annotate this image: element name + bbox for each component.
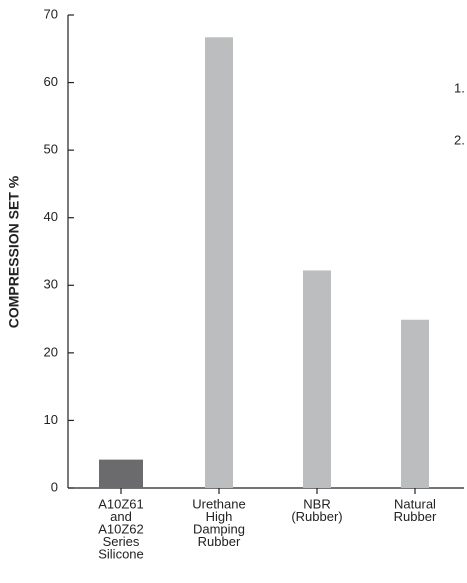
x-tick-label: Silicone — [98, 546, 144, 561]
x-tick-label: and — [110, 509, 132, 524]
y-tick-label: 20 — [44, 344, 58, 359]
bar — [401, 319, 429, 488]
bar — [99, 459, 143, 488]
bar — [205, 37, 233, 488]
y-tick-label: 10 — [44, 412, 58, 427]
annotation: 1. — [454, 80, 465, 95]
y-axis-label: COMPRESSION SET % — [6, 175, 22, 328]
y-tick-label: 70 — [44, 6, 58, 21]
x-tick-label: A10Z61 — [98, 496, 144, 511]
bar — [303, 270, 331, 488]
y-tick-label: 50 — [44, 142, 58, 157]
x-tick-label: Rubber — [394, 509, 437, 524]
y-tick-label: 40 — [44, 209, 58, 224]
x-tick-label: (Rubber) — [291, 509, 342, 524]
x-tick-label: Series — [103, 534, 140, 549]
x-tick-label: Rubber — [198, 534, 241, 549]
x-tick-label: A10Z62 — [98, 521, 144, 536]
y-tick-label: 0 — [51, 479, 58, 494]
x-tick-label: High — [206, 509, 233, 524]
x-tick-label: Damping — [193, 521, 245, 536]
x-tick-label: Urethane — [192, 496, 245, 511]
x-tick-label: NBR — [303, 496, 330, 511]
y-tick-label: 30 — [44, 277, 58, 292]
x-tick-label: Natural — [394, 496, 436, 511]
y-tick-label: 60 — [44, 74, 58, 89]
annotation: 2. — [454, 132, 465, 147]
